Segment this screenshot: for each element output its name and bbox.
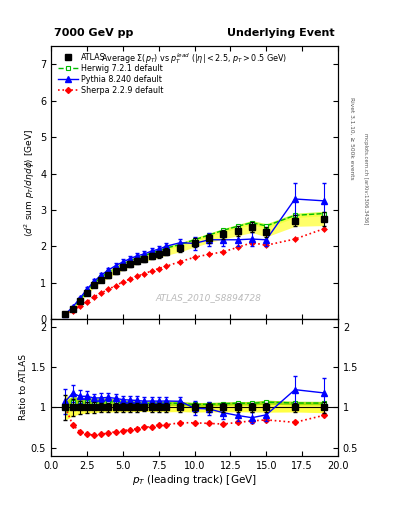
- Text: mcplots.cern.ch [arXiv:1306.3436]: mcplots.cern.ch [arXiv:1306.3436]: [363, 134, 368, 225]
- Text: Underlying Event: Underlying Event: [228, 28, 335, 38]
- Text: Average $\Sigma(p_T)$ vs $p_T^{lead}$ ($|\eta| < 2.5$, $p_T > 0.5$ GeV): Average $\Sigma(p_T)$ vs $p_T^{lead}$ ($…: [101, 52, 288, 67]
- Text: 7000 GeV pp: 7000 GeV pp: [54, 28, 133, 38]
- X-axis label: $p_T$ (leading track) [GeV]: $p_T$ (leading track) [GeV]: [132, 473, 257, 487]
- Legend: ATLAS, Herwig 7.2.1 default, Pythia 8.240 default, Sherpa 2.2.9 default: ATLAS, Herwig 7.2.1 default, Pythia 8.24…: [55, 50, 166, 97]
- Y-axis label: $\langle d^2$ sum $p_T/d\eta d\phi\rangle$ [GeV]: $\langle d^2$ sum $p_T/d\eta d\phi\rangl…: [23, 129, 37, 237]
- Text: ATLAS_2010_S8894728: ATLAS_2010_S8894728: [156, 293, 262, 302]
- Text: Rivet 3.1.10, ≥ 500k events: Rivet 3.1.10, ≥ 500k events: [349, 97, 354, 180]
- Y-axis label: Ratio to ATLAS: Ratio to ATLAS: [19, 354, 28, 420]
